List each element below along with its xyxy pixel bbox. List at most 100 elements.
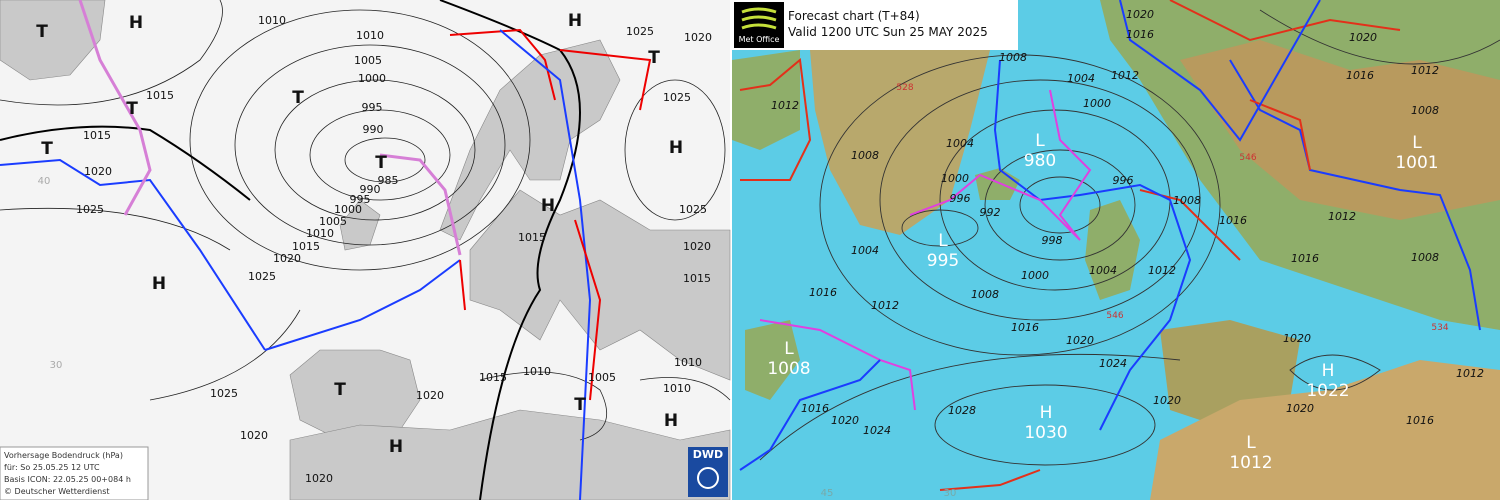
- isobar-label: 1012: [1328, 210, 1356, 223]
- logo-text: Met Office: [739, 35, 780, 44]
- thickness-label: 546: [1106, 311, 1123, 321]
- warm-front: [574, 219, 602, 401]
- isobar-label: 1020: [1066, 334, 1094, 347]
- isobar-label: 1012: [1456, 367, 1484, 380]
- isobar-label: 1010: [306, 227, 334, 240]
- isobar-label: 1020: [831, 414, 859, 427]
- isobar-label: 1020: [684, 31, 712, 44]
- system-pressure: 1022: [1306, 381, 1349, 401]
- thickness-label: 528: [896, 83, 913, 93]
- pressure-system: H: [669, 138, 683, 158]
- system-pressure: 1012: [1229, 453, 1272, 473]
- isobar-label: 1000: [334, 203, 362, 216]
- isobar-label: 1025: [679, 203, 707, 216]
- latitude-label: 40: [38, 176, 51, 187]
- legend-box: [0, 446, 149, 500]
- isobar-label: 1005: [319, 215, 347, 228]
- legend-text: für: So 25.05.25 12 UTC: [4, 463, 100, 472]
- pressure-system: T: [41, 139, 53, 159]
- isobar-label: 1012: [1148, 264, 1176, 277]
- isobar-label: 1025: [210, 387, 238, 400]
- isobar-label: 1020: [305, 472, 333, 485]
- isobar-label: 1028: [948, 404, 976, 417]
- warm-front: [559, 49, 652, 111]
- pressure-system: T: [375, 153, 387, 173]
- system-type: L: [1246, 433, 1256, 453]
- system-type: H: [1322, 361, 1335, 381]
- land: [732, 0, 1500, 500]
- warm-front: [739, 58, 812, 181]
- isobar-label: 1020: [84, 165, 112, 178]
- isobar-label: 1010: [258, 14, 286, 27]
- isobar-label: 1008: [1411, 104, 1439, 117]
- system-pressure: 995: [927, 251, 959, 271]
- warm-front: [449, 28, 556, 101]
- isobar-label: 1005: [588, 371, 616, 384]
- system-type: L: [784, 339, 794, 359]
- isobar-label: 1016: [1406, 414, 1434, 427]
- pressure-system: T: [36, 22, 48, 42]
- isobar-label: 1012: [771, 99, 799, 112]
- system-type: L: [938, 231, 948, 251]
- thickness-label: 534: [1431, 323, 1448, 333]
- system-type: L: [1412, 133, 1422, 153]
- isobar-label: 1015: [518, 231, 546, 244]
- isobar-label: 1012: [1111, 69, 1139, 82]
- isobar-label: 1008: [1173, 194, 1201, 207]
- pressure-system: T: [648, 48, 660, 68]
- isobar-label: 1008: [1411, 251, 1439, 264]
- latitude-label: 30: [944, 488, 957, 499]
- pressure-system: H: [541, 196, 555, 216]
- logo-icon: [741, 7, 777, 30]
- isobar-label: 1025: [663, 91, 691, 104]
- legend-text: © Deutscher Wetterdienst: [4, 487, 110, 496]
- occluded-front: [379, 153, 462, 256]
- pressure-system: H: [664, 411, 678, 431]
- isobar-label: 1000: [1021, 269, 1049, 282]
- warm-front: [1249, 99, 1311, 171]
- system-pressure: 1008: [767, 359, 810, 379]
- isobar-label: 1000: [941, 172, 969, 185]
- isobar-label: 1024: [863, 424, 891, 437]
- isobar-label: 1016: [1346, 69, 1374, 82]
- isobar-label: 1015: [83, 129, 111, 142]
- isobar-label: 1000: [358, 72, 386, 85]
- pressure-system: T: [574, 395, 586, 415]
- occluded-front: [78, 0, 152, 216]
- isobar-label: 996: [950, 192, 971, 205]
- pressure-system: H: [129, 13, 143, 33]
- isobar-label: 1016: [1219, 214, 1247, 227]
- isobar-label: 1025: [626, 25, 654, 38]
- isobar-label: 1020: [416, 389, 444, 402]
- cold-front: [993, 59, 1192, 431]
- occluded-front: [909, 89, 1092, 241]
- pressure-system: T: [126, 99, 138, 119]
- troughs: [0, 0, 581, 500]
- isobar-label: 995: [362, 101, 383, 114]
- isobar-label: 1020: [1153, 394, 1181, 407]
- isobar-label: 1010: [356, 29, 384, 42]
- isobar-label: 1010: [674, 356, 702, 369]
- system-type: L: [1035, 131, 1045, 151]
- isobar-label: 1004: [851, 244, 879, 257]
- isobar-label: 1010: [523, 365, 551, 378]
- legend-text: Basis ICON: 22.05.25 00+084 h: [4, 475, 131, 484]
- isobar-label: 1004: [946, 137, 974, 150]
- warm-front: [939, 469, 1041, 491]
- isobar-label: 1016: [1291, 252, 1319, 265]
- chart-title: Forecast chart (T+84): [788, 9, 920, 23]
- isobar-label: 990: [363, 123, 384, 136]
- system-pressure: 980: [1024, 151, 1056, 171]
- isobar-label: 1015: [683, 272, 711, 285]
- isobar-label: 1010: [663, 382, 691, 395]
- isobar-label: 1004: [1089, 264, 1117, 277]
- isobar-label: 1020: [1126, 8, 1154, 21]
- warm-front: [459, 259, 466, 311]
- isobar-label: 990: [360, 183, 381, 196]
- system-type: H: [1040, 403, 1053, 423]
- isobar-label: 1008: [971, 288, 999, 301]
- isobar-label: 1008: [851, 149, 879, 162]
- warm-front: [1169, 0, 1401, 42]
- pressure-system: H: [389, 437, 403, 457]
